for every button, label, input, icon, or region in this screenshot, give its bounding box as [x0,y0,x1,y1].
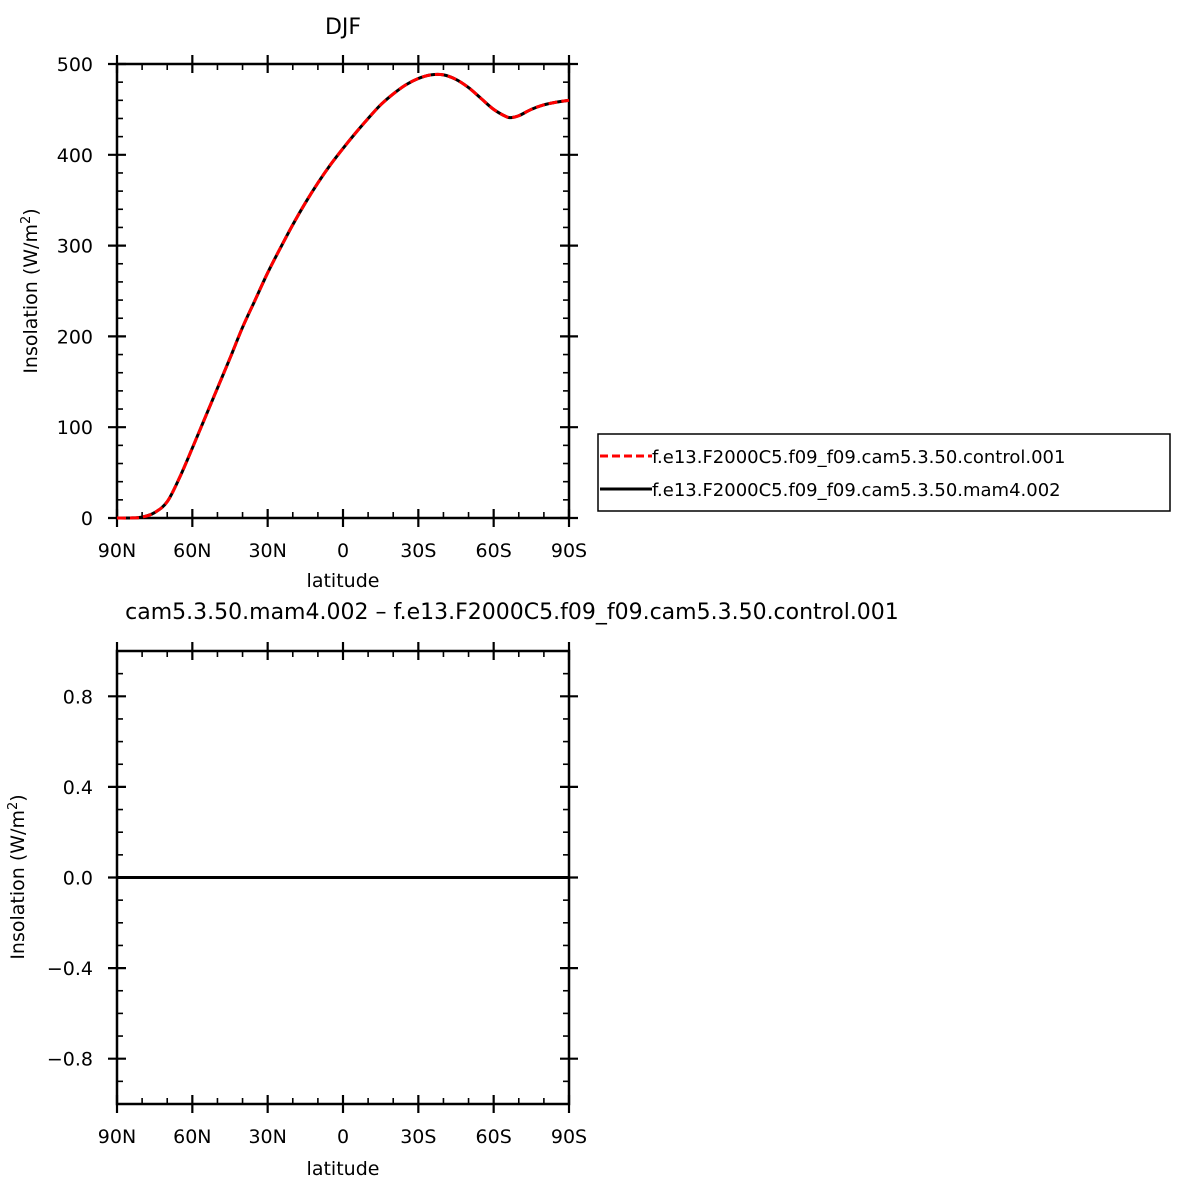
top-y-tick-label: 100 [57,417,93,439]
top-y-tick-label: 0 [81,508,93,530]
top-x-tick-label: 30S [400,540,436,562]
top-x-tick-label: 0 [337,540,349,562]
bottom-y-tick-label: 0.0 [63,868,93,890]
top-chart-title: DJF [325,15,361,40]
top-x-tick-label: 60N [173,540,211,562]
bottom-y-axis-label-main: Insolation (W/m [7,810,29,960]
bottom-chart-title: cam5.3.50.mam4.002 – f.e13.F2000C5.f09_f… [125,600,899,625]
bottom-y-tick-label: 0.8 [63,686,93,708]
bottom-x-tick-label: 90N [98,1126,136,1148]
top-y-tick-label: 200 [57,326,93,348]
bottom-panel: cam5.3.50.mam4.002 – f.e13.F2000C5.f09_f… [6,600,899,1180]
bottom-x-tick-label: 60N [173,1126,211,1148]
top-x-tick-label: 90N [98,540,136,562]
top-x-tick-label: 60S [476,540,512,562]
legend-entry-control: f.e13.F2000C5.f09_f09.cam5.3.50.control.… [652,447,1065,468]
mam4-series-line [116,72,570,520]
top-y-axis-label-main: Insolation (W/m [20,224,42,374]
top-y-tick-label: 400 [57,145,93,167]
bottom-y-axis-label-close: ) [7,794,29,801]
top-y-tick-label: 500 [57,54,93,76]
bottom-x-tick-label: 90S [551,1126,587,1148]
bottom-y-axis-label: Insolation (W/m2) [6,794,29,959]
top-y-axis-label: Insolation (W/m2) [19,208,42,373]
top-plot-frame [115,62,571,520]
control-series-line [116,72,570,520]
top-x-ticks: 90N 60N 30N 0 30S 60S 90S [98,55,587,562]
bottom-x-ticks: 90N 60N 30N 0 30S 60S 90S [98,642,587,1148]
legend-box [597,433,1171,512]
bottom-y-tick-label: −0.4 [47,958,93,980]
legend: f.e13.F2000C5.f09_f09.cam5.3.50.control.… [597,433,1171,512]
bottom-x-tick-label: 0 [337,1126,349,1148]
top-series [116,72,570,520]
top-y-axis-label-close: ) [20,208,42,215]
bottom-y-tick-label: −0.8 [47,1049,93,1071]
top-x-tick-label: 30N [248,540,286,562]
bottom-x-tick-label: 30S [400,1126,436,1148]
bottom-x-tick-label: 60S [476,1126,512,1148]
legend-entry-mam4: f.e13.F2000C5.f09_f09.cam5.3.50.mam4.002 [652,480,1061,501]
bottom-y-tick-label: 0.4 [63,777,93,799]
bottom-y-ticks: −0.8 −0.4 0.0 0.4 0.8 [47,686,578,1071]
top-y-tick-label: 300 [57,236,93,258]
bottom-x-tick-label: 30N [248,1126,286,1148]
bottom-y-axis-label-superscript: 2 [6,802,21,810]
top-y-ticks: 0 100 200 300 400 500 [57,54,578,530]
top-minor-ticks [117,64,569,518]
top-x-tick-label: 90S [551,540,587,562]
bottom-x-axis-label: latitude [307,1158,380,1180]
top-y-axis-label-superscript: 2 [19,216,34,224]
top-x-axis-label: latitude [307,570,380,592]
top-panel: DJF 90N 60N 30N 0 30S 60S 90S 0 100 200 300 400 500… [19,15,587,592]
